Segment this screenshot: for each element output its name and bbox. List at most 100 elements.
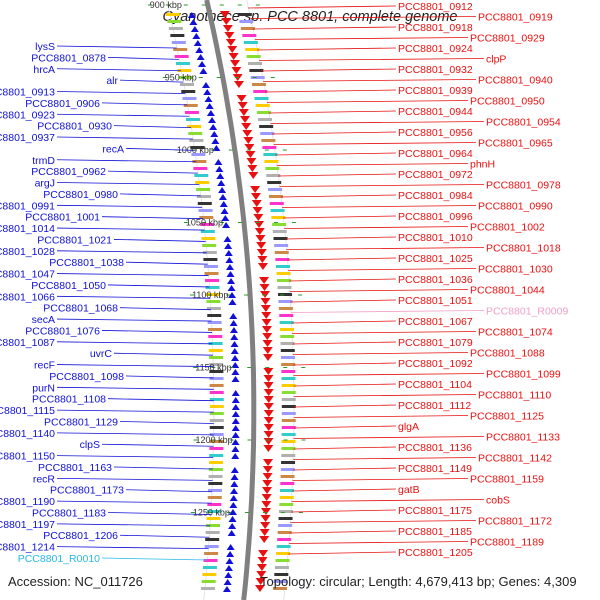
right-gene-label: PCC8801_0924 [398,43,473,55]
function-category-bar [278,300,293,303]
right-label-leader [288,268,477,271]
right-strand-gene [259,529,270,536]
left-label-leader [56,113,190,117]
left-label-leader [56,136,193,140]
function-category-bar [190,146,205,149]
function-category-bar [274,244,289,247]
left-label-leader [101,102,188,106]
left-strand-gene [223,236,232,242]
scale-ticks: 900 kbp 950 kbp 1000 kbp 1050 kbp 1100 kbp 11… [147,0,316,518]
right-gene-label: PCC8801_0996 [398,211,473,223]
right-gene-label: PCC8801_0956 [398,127,473,139]
right-strand-gene [261,494,272,501]
left-gene-label: PCC8801_0980 [43,189,118,201]
left-gene-label: argJ [35,178,55,190]
left-gene-label: PCC8801_1206 [43,530,118,542]
function-category-bar [199,216,214,219]
function-category-bar [253,90,268,93]
right-gene-label: PCC8801_1067 [398,316,473,328]
function-category-bar [278,293,293,296]
left-strand-gene [214,159,223,165]
function-category-bar [209,405,224,408]
right-label-leader [280,194,397,198]
right-strand-gene [261,501,272,508]
left-label-leader [56,500,212,504]
function-category-bar [207,321,222,324]
right-gene-label: PCC8801_1030 [478,264,553,276]
function-category-bar [182,97,197,100]
right-label-leader [292,341,397,345]
function-category-bar [209,447,224,450]
function-category-bar [207,314,222,317]
left-gene-label: PCC8801_1115 [0,405,55,417]
right-label-leader [292,478,469,481]
right-label-leader [275,152,397,156]
right-strand-gene [262,340,273,347]
left-strand-gene [203,89,212,95]
function-category-bar [281,377,296,380]
right-strand-gene [262,473,273,480]
right-label-leader [293,373,485,376]
right-label-leader [293,394,477,397]
function-category-bar [183,104,198,107]
left-gene-label: PCC8801_1001 [25,212,100,224]
function-category-bar [209,391,224,394]
function-category-bar [280,468,295,471]
left-label-leader [107,284,210,288]
right-strand-gene [225,39,236,46]
right-strand-gene [263,424,274,431]
function-category-bar [281,370,296,373]
left-label-leader [125,148,195,151]
left-gene-label: PCC8801_1066 [0,291,55,303]
function-category-bar [277,531,292,534]
left-label-leader [56,204,203,208]
function-category-bar [208,482,223,485]
function-category-bar [197,202,212,205]
left-strand-gene [187,12,196,18]
function-category-bar [281,440,296,443]
left-label-leader [56,45,177,49]
left-strand-gene [231,376,240,382]
scale-label: 1250 kbp [193,508,230,518]
function-category-bar [206,307,221,310]
function-category-bar [240,27,255,30]
right-label-leader [291,509,397,513]
right-gene-label: PCC8801_0954 [486,117,561,129]
function-category-bar [201,580,216,583]
function-category-bar [186,118,201,121]
right-strand-gene [260,298,271,305]
right-strand-gene [227,46,238,53]
left-strand-gene [224,243,233,249]
right-gene-label: PCC8801_1018 [486,243,561,255]
left-strand-gene [229,320,238,326]
right-strand-gene [261,312,272,319]
left-label-leader [113,239,206,242]
right-label-leader [288,278,397,282]
right-strand-gene [238,109,249,116]
function-category-bar [207,328,222,331]
function-category-bar [278,517,293,520]
left-label-leader [113,125,192,129]
function-category-bar [168,27,183,30]
function-category-bar [242,34,257,37]
left-strand-gene [231,439,240,445]
function-category-bar [170,34,185,37]
function-category-bar [275,258,290,261]
function-category-bar [280,489,295,492]
left-strand-gene [209,124,218,130]
right-gene-label: clpP [486,54,506,66]
right-strand-gene [221,18,232,25]
right-label-leader [290,299,397,303]
right-label-leader [289,530,397,534]
genome-backbone [204,0,257,600]
right-label-leader [278,173,397,177]
left-gene-label: PCC8801_1028 [0,246,55,258]
left-label-leader [125,261,208,265]
right-gene-label: phnH [470,159,495,171]
right-strand-gene [256,249,267,256]
function-category-bar [268,188,283,191]
left-strand-gene [224,250,233,256]
left-strand-gene [229,313,238,319]
right-label-leader [293,425,397,429]
left-label-leader [56,250,207,254]
